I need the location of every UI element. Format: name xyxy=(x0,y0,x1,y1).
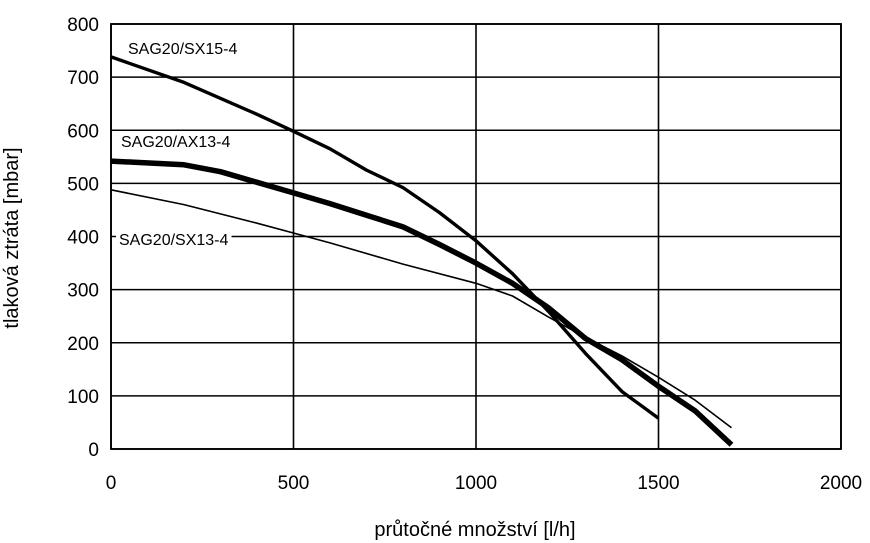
series-line-sag20-sx13-4 xyxy=(110,189,732,429)
x-tick-label: 0 xyxy=(106,473,117,494)
x-tick-label: 2000 xyxy=(820,473,862,494)
x-axis-title: průtočné množství [l/h] xyxy=(374,519,575,541)
y-tick-label: 100 xyxy=(67,387,99,408)
series-label-background xyxy=(116,230,232,251)
y-axis-title: tlaková ztráta [mbar] xyxy=(1,147,23,328)
y-tick-label: 300 xyxy=(67,281,99,302)
series-label-background xyxy=(118,132,234,153)
x-tick-label: 1000 xyxy=(455,473,497,494)
y-tick-label: 500 xyxy=(67,174,99,195)
series-label-sag20-sx13-4: SAG20/SX13-4 xyxy=(119,232,229,249)
y-tick-labels: 0 100 200 300 400 500 600 700 800 xyxy=(67,15,99,461)
series-label-sag20-sx15-4: SAG20/SX15-4 xyxy=(128,41,238,58)
y-tick-label: 800 xyxy=(67,15,99,36)
x-tick-label: 1500 xyxy=(637,473,679,494)
series-labels: SAG20/SX15-4 SAG20/AX13-4 SAG20/SX13-4 xyxy=(116,39,241,251)
x-tick-labels: 0 500 1000 1500 2000 xyxy=(106,473,862,494)
series-label-background xyxy=(125,39,241,60)
plot-frame xyxy=(110,23,842,450)
y-tick-label: 600 xyxy=(67,121,99,142)
series-line-sag20-sx15-4 xyxy=(110,55,660,420)
x-tick-label: 500 xyxy=(278,473,310,494)
series-line-sag20-ax13-4 xyxy=(110,158,734,447)
y-tick-label: 200 xyxy=(67,334,99,355)
plot-border xyxy=(110,23,842,450)
series-label-sag20-ax13-4: SAG20/AX13-4 xyxy=(121,134,231,151)
y-tick-label: 0 xyxy=(88,440,99,461)
y-tick-label: 400 xyxy=(67,228,99,249)
series-lines xyxy=(110,55,734,447)
y-tick-label: 700 xyxy=(67,68,99,89)
